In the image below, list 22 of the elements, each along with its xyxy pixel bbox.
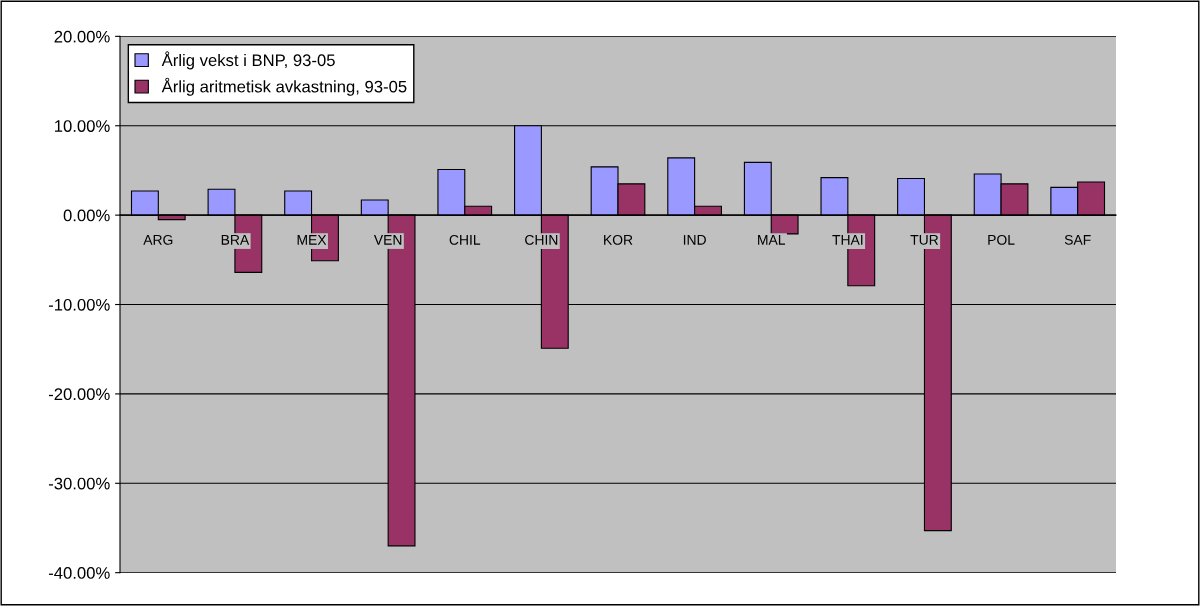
- y-tick-label: 20.00%: [54, 30, 110, 43]
- x-tick-label: SAF: [1064, 234, 1091, 245]
- x-tick-label: THAI: [832, 235, 863, 245]
- x-tick-label: CHIL: [449, 234, 481, 245]
- y-tick-label: -10.00%: [48, 298, 110, 311]
- x-tick-label: POL: [988, 234, 1015, 245]
- y-tick-label: -40.00%: [48, 567, 110, 579]
- y-tick-label: 10.00%: [55, 120, 110, 132]
- x-tick-label: VEN: [373, 235, 402, 245]
- x-tick-label: BRA: [221, 235, 250, 245]
- legend-label: Årlig vekst i BNP, 93-05: [161, 51, 335, 70]
- y-tick-label: -20.00%: [48, 388, 110, 401]
- x-tick-label: TUR: [910, 235, 939, 245]
- x-tick-label: CHIN: [525, 234, 558, 245]
- x-tick-label: KOR: [604, 234, 633, 245]
- legend-label: Årlig aritmetisk avkastning, 93-05: [161, 77, 407, 96]
- y-tick-label: 0.00%: [63, 209, 110, 222]
- x-tick-label: MEX: [297, 235, 327, 245]
- x-tick-label: ARG: [143, 234, 173, 245]
- x-tick-label: IND: [683, 235, 706, 245]
- y-tick-label: -30.00%: [48, 477, 110, 490]
- x-tick-label: MAL: [758, 235, 786, 245]
